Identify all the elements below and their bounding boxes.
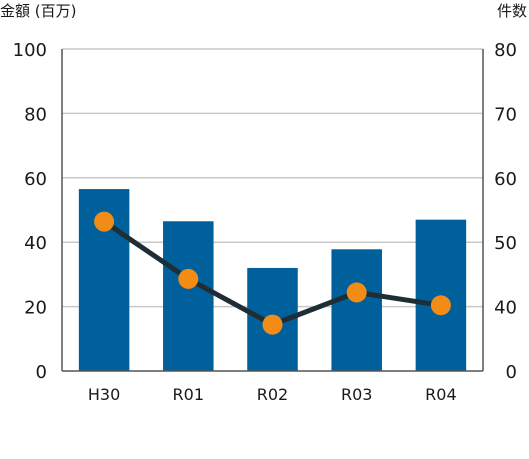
x-tick-label: H30 (88, 385, 120, 404)
left-tick-label: 0 (36, 362, 47, 383)
right-tick-label: 50 (494, 233, 517, 254)
line-marker (94, 211, 115, 232)
line-marker (430, 295, 451, 316)
bar (163, 221, 214, 371)
left-axis-title: 金額 (百万) (0, 2, 76, 20)
tick-labels: 100 80 60 40 20 0 80 70 60 50 40 0 H30 R01 R02 R03 R04 (13, 40, 517, 404)
right-tick-label: 70 (494, 104, 517, 125)
x-tick-label: R02 (257, 385, 288, 404)
left-tick-label: 20 (24, 298, 47, 319)
axes (61, 49, 484, 372)
x-tick-label: R04 (425, 385, 456, 404)
left-tick-label: 100 (13, 40, 47, 61)
bar (331, 249, 382, 371)
x-tick-label: R03 (341, 385, 372, 404)
right-axis-title: 件数 (497, 2, 527, 20)
bar-series (78, 189, 467, 371)
line-marker (262, 314, 283, 335)
left-tick-label: 80 (24, 104, 47, 125)
right-tick-label: 0 (506, 362, 517, 383)
right-tick-label: 60 (494, 169, 517, 190)
left-tick-label: 60 (24, 169, 47, 190)
line-series (94, 211, 451, 335)
line-marker (178, 268, 199, 289)
right-tick-label: 40 (494, 298, 517, 319)
x-tick-label: R01 (173, 385, 204, 404)
line-marker (346, 282, 367, 303)
right-tick-label: 80 (494, 40, 517, 61)
left-tick-label: 40 (24, 233, 47, 254)
